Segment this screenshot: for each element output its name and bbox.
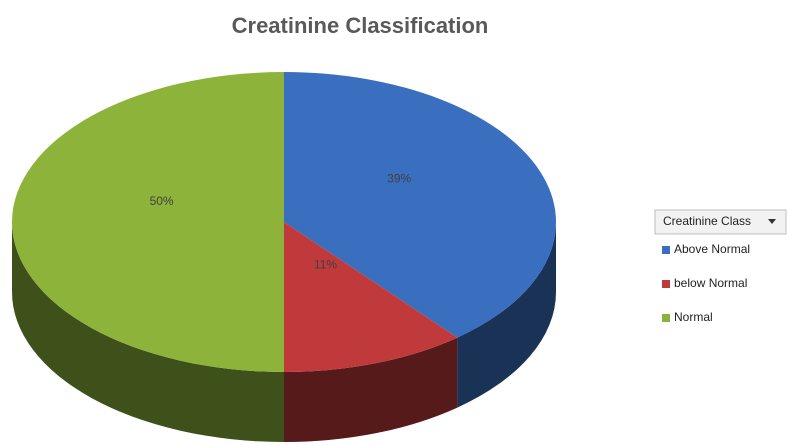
- legend-label: below Normal: [674, 276, 747, 290]
- value-label: 39%: [387, 171, 411, 185]
- legend-header-box[interactable]: [654, 209, 787, 235]
- slice-side: [457, 222, 556, 408]
- slice: [284, 72, 556, 338]
- value-label: 11%: [314, 258, 337, 272]
- chart-title: Creatinine Classification: [232, 13, 489, 38]
- slice: [12, 72, 284, 372]
- legend-filter-button[interactable]: Creatinine Class: [654, 209, 787, 235]
- slice-side: [12, 222, 284, 442]
- pie-tops: 39% 11% 50%: [12, 72, 556, 372]
- slice-side: [284, 337, 458, 442]
- legend: Creatinine Class Above Normal below Norma…: [654, 209, 787, 324]
- legend-swatch: [662, 314, 670, 322]
- pie: 39% 11% 50%: [12, 72, 556, 442]
- legend-label: Above Normal: [674, 242, 750, 256]
- pie-sides: [12, 222, 556, 442]
- slice: [284, 222, 458, 372]
- legend-label: Normal: [674, 310, 713, 324]
- legend-swatch: [662, 280, 670, 288]
- dropdown-arrow[interactable]: [768, 219, 776, 224]
- legend-title[interactable]: Creatinine Class: [663, 214, 751, 228]
- value-label: 50%: [150, 194, 174, 208]
- legend-swatch: [662, 246, 670, 254]
